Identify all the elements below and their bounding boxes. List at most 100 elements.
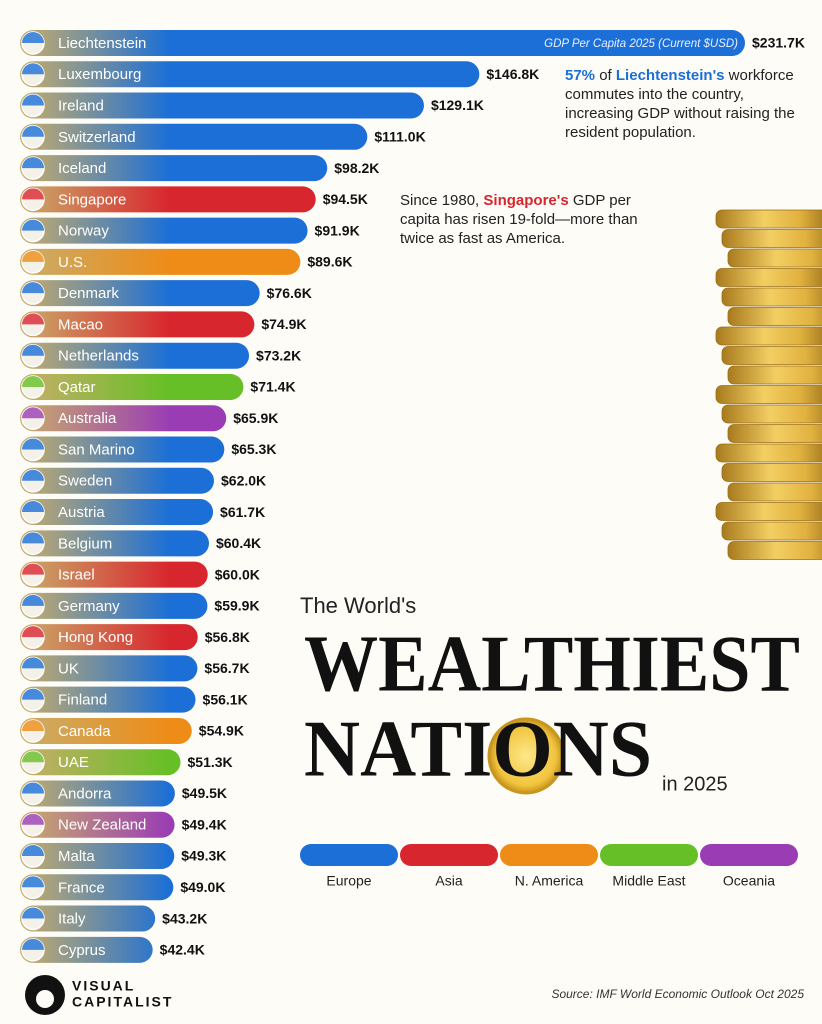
- bar: [20, 123, 368, 150]
- category-label: UK: [58, 660, 79, 677]
- bar: [20, 686, 196, 713]
- coin: [721, 521, 822, 541]
- flag-detail: [22, 375, 44, 387]
- annotation-highlight: Liechtenstein's: [615, 67, 725, 84]
- category-label: Finland: [58, 692, 107, 709]
- coin: [727, 307, 822, 326]
- category-label: Denmark: [58, 285, 119, 302]
- annotation-text: workforce commutes into the country, inc…: [565, 67, 795, 141]
- bar: [20, 717, 192, 744]
- category-label: Ireland: [58, 98, 104, 115]
- title-pre: The World's: [300, 593, 416, 618]
- annotation-text: of: [595, 67, 616, 84]
- flag-detail: [22, 407, 44, 419]
- coin: [715, 385, 822, 404]
- value-label: $73.2K: [256, 347, 301, 363]
- category-label: Germany: [58, 598, 120, 615]
- category-label: Israel: [58, 567, 95, 584]
- logo-text: VISUAL: [72, 978, 135, 994]
- bar: [20, 499, 214, 526]
- title-line2: NATIONS: [304, 705, 652, 793]
- value-label: $60.4K: [216, 535, 261, 551]
- subtitle: GDP Per Capita 2025 (Current $USD): [544, 38, 738, 50]
- value-label: $61.7K: [220, 504, 265, 520]
- bar: [20, 342, 250, 369]
- category-label: Belgium: [58, 535, 112, 552]
- source: Source: IMF World Economic Outlook Oct 2…: [551, 987, 804, 1001]
- legend-swatch: [300, 844, 398, 866]
- coin: [721, 287, 822, 307]
- value-label: $49.4K: [182, 816, 227, 832]
- logo-text: CAPITALIST: [72, 994, 173, 1010]
- value-label: $65.3K: [231, 441, 276, 457]
- flag-detail: [22, 907, 44, 919]
- coin: [727, 365, 822, 385]
- bar: [20, 843, 175, 870]
- value-label: $56.1K: [203, 691, 248, 707]
- value-label: $98.2K: [334, 160, 379, 176]
- bar: [20, 467, 215, 494]
- coin: [727, 482, 822, 502]
- coin: [727, 248, 822, 268]
- value-label: $43.2K: [162, 910, 207, 926]
- value-label: $89.6K: [307, 254, 352, 270]
- category-label: Macao: [58, 316, 103, 333]
- bar: [20, 749, 181, 776]
- value-label: $49.5K: [182, 785, 227, 801]
- flag-detail: [22, 32, 44, 43]
- category-label: Hong Kong: [58, 629, 133, 646]
- legend-swatch: [500, 844, 598, 866]
- flag-detail: [22, 157, 44, 169]
- coin-stack: [715, 209, 822, 560]
- flag-detail: [22, 313, 44, 325]
- flag-detail: [22, 438, 44, 450]
- bar: [20, 436, 225, 463]
- legend-label: Middle East: [612, 873, 685, 889]
- category-label: Norway: [58, 223, 109, 240]
- value-label: $56.7K: [204, 660, 249, 676]
- value-label: $60.0K: [215, 566, 260, 582]
- bar: [20, 311, 255, 338]
- flag-detail: [22, 938, 44, 950]
- flag-detail: [22, 532, 44, 544]
- flag-detail: [22, 813, 44, 825]
- value-label: $146.8K: [486, 66, 539, 82]
- flag-detail: [22, 219, 44, 231]
- annotation: 57% of Liechtenstein's workforce commute…: [565, 66, 805, 142]
- bar: [20, 530, 209, 557]
- annotation: Since 1980, Singapore's GDP per capita h…: [400, 191, 665, 248]
- coin: [715, 209, 822, 229]
- value-label: $49.0K: [180, 879, 225, 895]
- value-label: $65.9K: [233, 410, 278, 426]
- annotation-text: GDP per capita has risen 19-fold—more th…: [400, 192, 638, 247]
- title-post: in 2025: [662, 773, 728, 795]
- category-label: Italy: [58, 911, 86, 928]
- category-label: UAE: [58, 754, 89, 771]
- coin: [721, 229, 822, 248]
- value-label: $91.9K: [315, 222, 360, 238]
- category-label: Cyprus: [58, 942, 106, 959]
- value-label: $111.0K: [374, 129, 425, 145]
- value-label: $51.3K: [188, 754, 233, 770]
- value-label: $71.4K: [250, 379, 295, 395]
- legend-label: N. America: [515, 873, 584, 889]
- coin: [721, 463, 822, 482]
- flag-detail: [22, 63, 44, 75]
- flag-detail: [22, 876, 44, 888]
- bar: [20, 155, 328, 182]
- bar: [20, 874, 174, 901]
- title-line1: WEALTHIEST: [304, 620, 800, 708]
- value-label: $94.5K: [323, 191, 368, 207]
- flag-detail: [22, 688, 44, 700]
- legend-label: Asia: [435, 873, 462, 889]
- coin: [715, 502, 822, 521]
- category-label: U.S.: [58, 254, 87, 271]
- category-label: Iceland: [58, 160, 106, 177]
- category-label: Australia: [58, 410, 117, 427]
- flag-detail: [22, 563, 44, 575]
- bar: [20, 905, 156, 932]
- flag-detail: [22, 469, 44, 481]
- coin: [721, 404, 822, 424]
- category-label: Qatar: [58, 379, 96, 396]
